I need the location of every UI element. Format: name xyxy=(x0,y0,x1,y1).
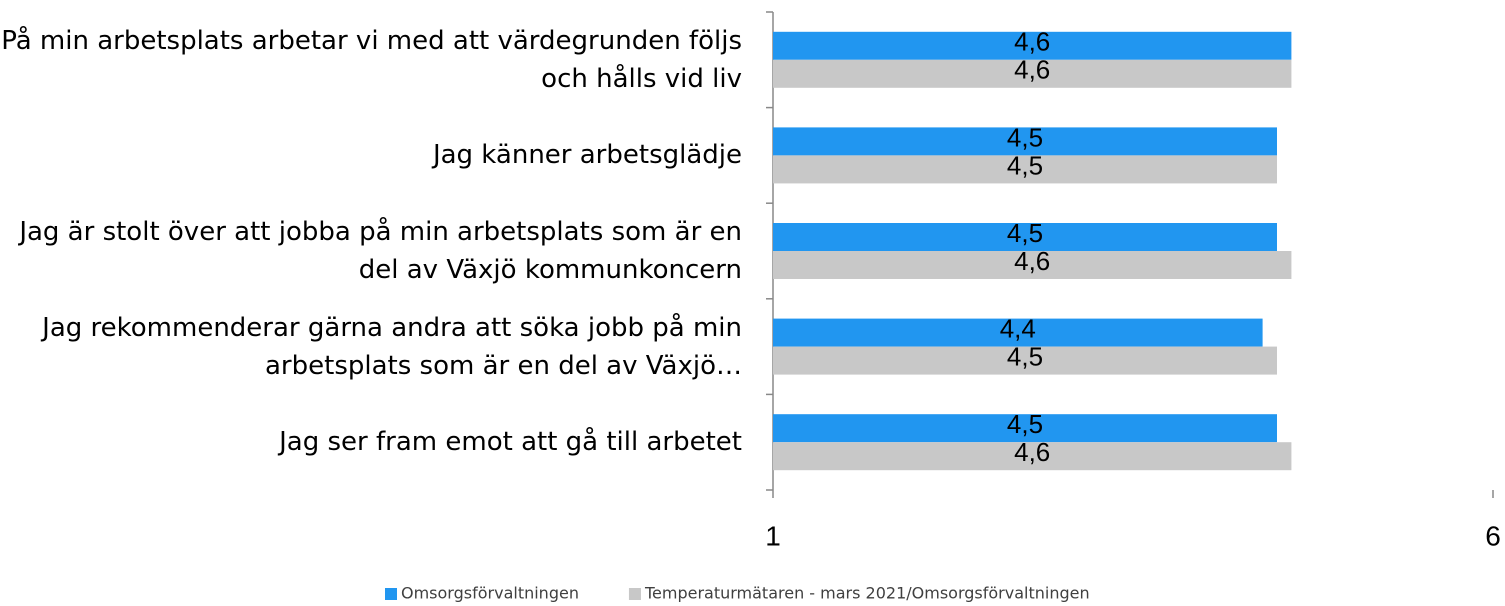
category-label: Jag ser fram emot att gå till arbetet xyxy=(279,427,742,458)
bar xyxy=(773,442,1292,471)
bar xyxy=(773,155,1277,184)
bar xyxy=(773,414,1277,443)
value-label: 4,5 xyxy=(1007,122,1043,152)
bar xyxy=(773,318,1263,347)
bar xyxy=(773,223,1277,251)
legend-swatch xyxy=(628,588,641,600)
value-label: 4,5 xyxy=(1007,218,1043,248)
x-tick-label: 1 xyxy=(765,520,781,551)
category-label: Jag är stolt över att jobba på min arbet… xyxy=(19,216,742,285)
bar xyxy=(773,59,1292,88)
value-label: 4,6 xyxy=(1014,246,1050,276)
value-label: 4,4 xyxy=(1000,313,1036,343)
legend-label: Temperaturmätaren - mars 2021/Omsorgsför… xyxy=(644,584,1090,603)
bar xyxy=(773,31,1292,60)
value-label: 4,5 xyxy=(1007,341,1043,371)
bar xyxy=(773,346,1277,375)
value-label: 4,6 xyxy=(1014,437,1050,467)
legend-swatch xyxy=(385,588,397,600)
bar xyxy=(773,127,1277,156)
bar xyxy=(773,251,1292,279)
category-label: På min arbetsplats arbetar vi med att vä… xyxy=(1,25,742,94)
value-label: 4,5 xyxy=(1007,409,1043,439)
category-label: Jag känner arbetsglädje xyxy=(432,140,742,171)
value-label: 4,6 xyxy=(1014,27,1050,57)
x-tick-label: 6 xyxy=(1485,520,1501,551)
category-label: Jag rekommenderar gärna andra att söka j… xyxy=(42,312,742,381)
value-label: 4,6 xyxy=(1014,55,1050,85)
legend-label: Omsorgsförvaltningen xyxy=(401,584,579,603)
value-label: 4,5 xyxy=(1007,150,1043,180)
